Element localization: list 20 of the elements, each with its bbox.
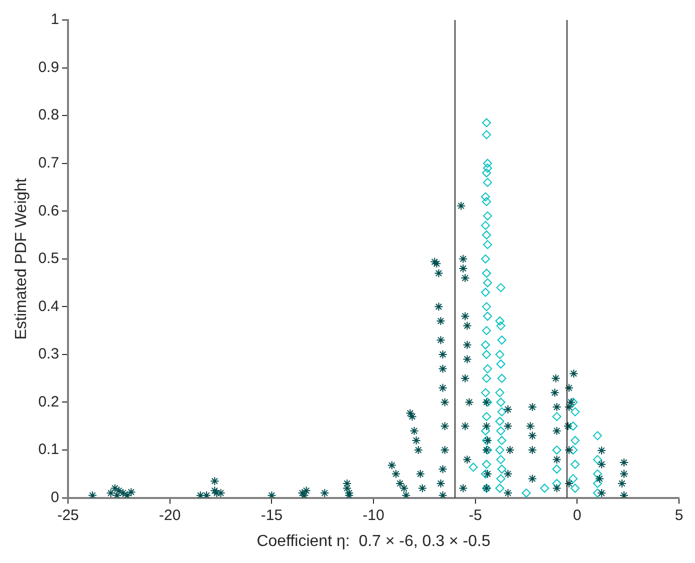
- y-tick-label: 0.2: [38, 393, 60, 410]
- x-tick-label: 0: [573, 506, 582, 524]
- y-tick-label: 0.3: [38, 346, 60, 363]
- y-tick-label: 0.8: [38, 106, 60, 124]
- y-tick-label: 0.5: [38, 250, 60, 268]
- y-tick-label: 0: [50, 488, 60, 506]
- y-tick-label: 0.9: [38, 58, 60, 76]
- x-tick-label: -15: [260, 506, 283, 524]
- y-tick-label: 0.6: [38, 202, 60, 220]
- y-tick-label: 0.7: [38, 154, 60, 172]
- x-axis-title: Coefficient η: 0.7 × -6, 0.3 × -0.5: [256, 532, 490, 550]
- x-tick-label: -5: [468, 506, 482, 524]
- y-tick-label: 1: [50, 11, 60, 28]
- y-axis-title: Estimated PDF Weight: [13, 178, 30, 340]
- x-tick-label: 5: [674, 506, 684, 524]
- x-tick-label: -25: [57, 506, 79, 524]
- x-tick-label: -20: [159, 506, 181, 524]
- x-tick-label: -10: [362, 506, 384, 524]
- y-tick-label: 0.1: [38, 441, 60, 458]
- y-tick-label: 0.4: [38, 298, 60, 315]
